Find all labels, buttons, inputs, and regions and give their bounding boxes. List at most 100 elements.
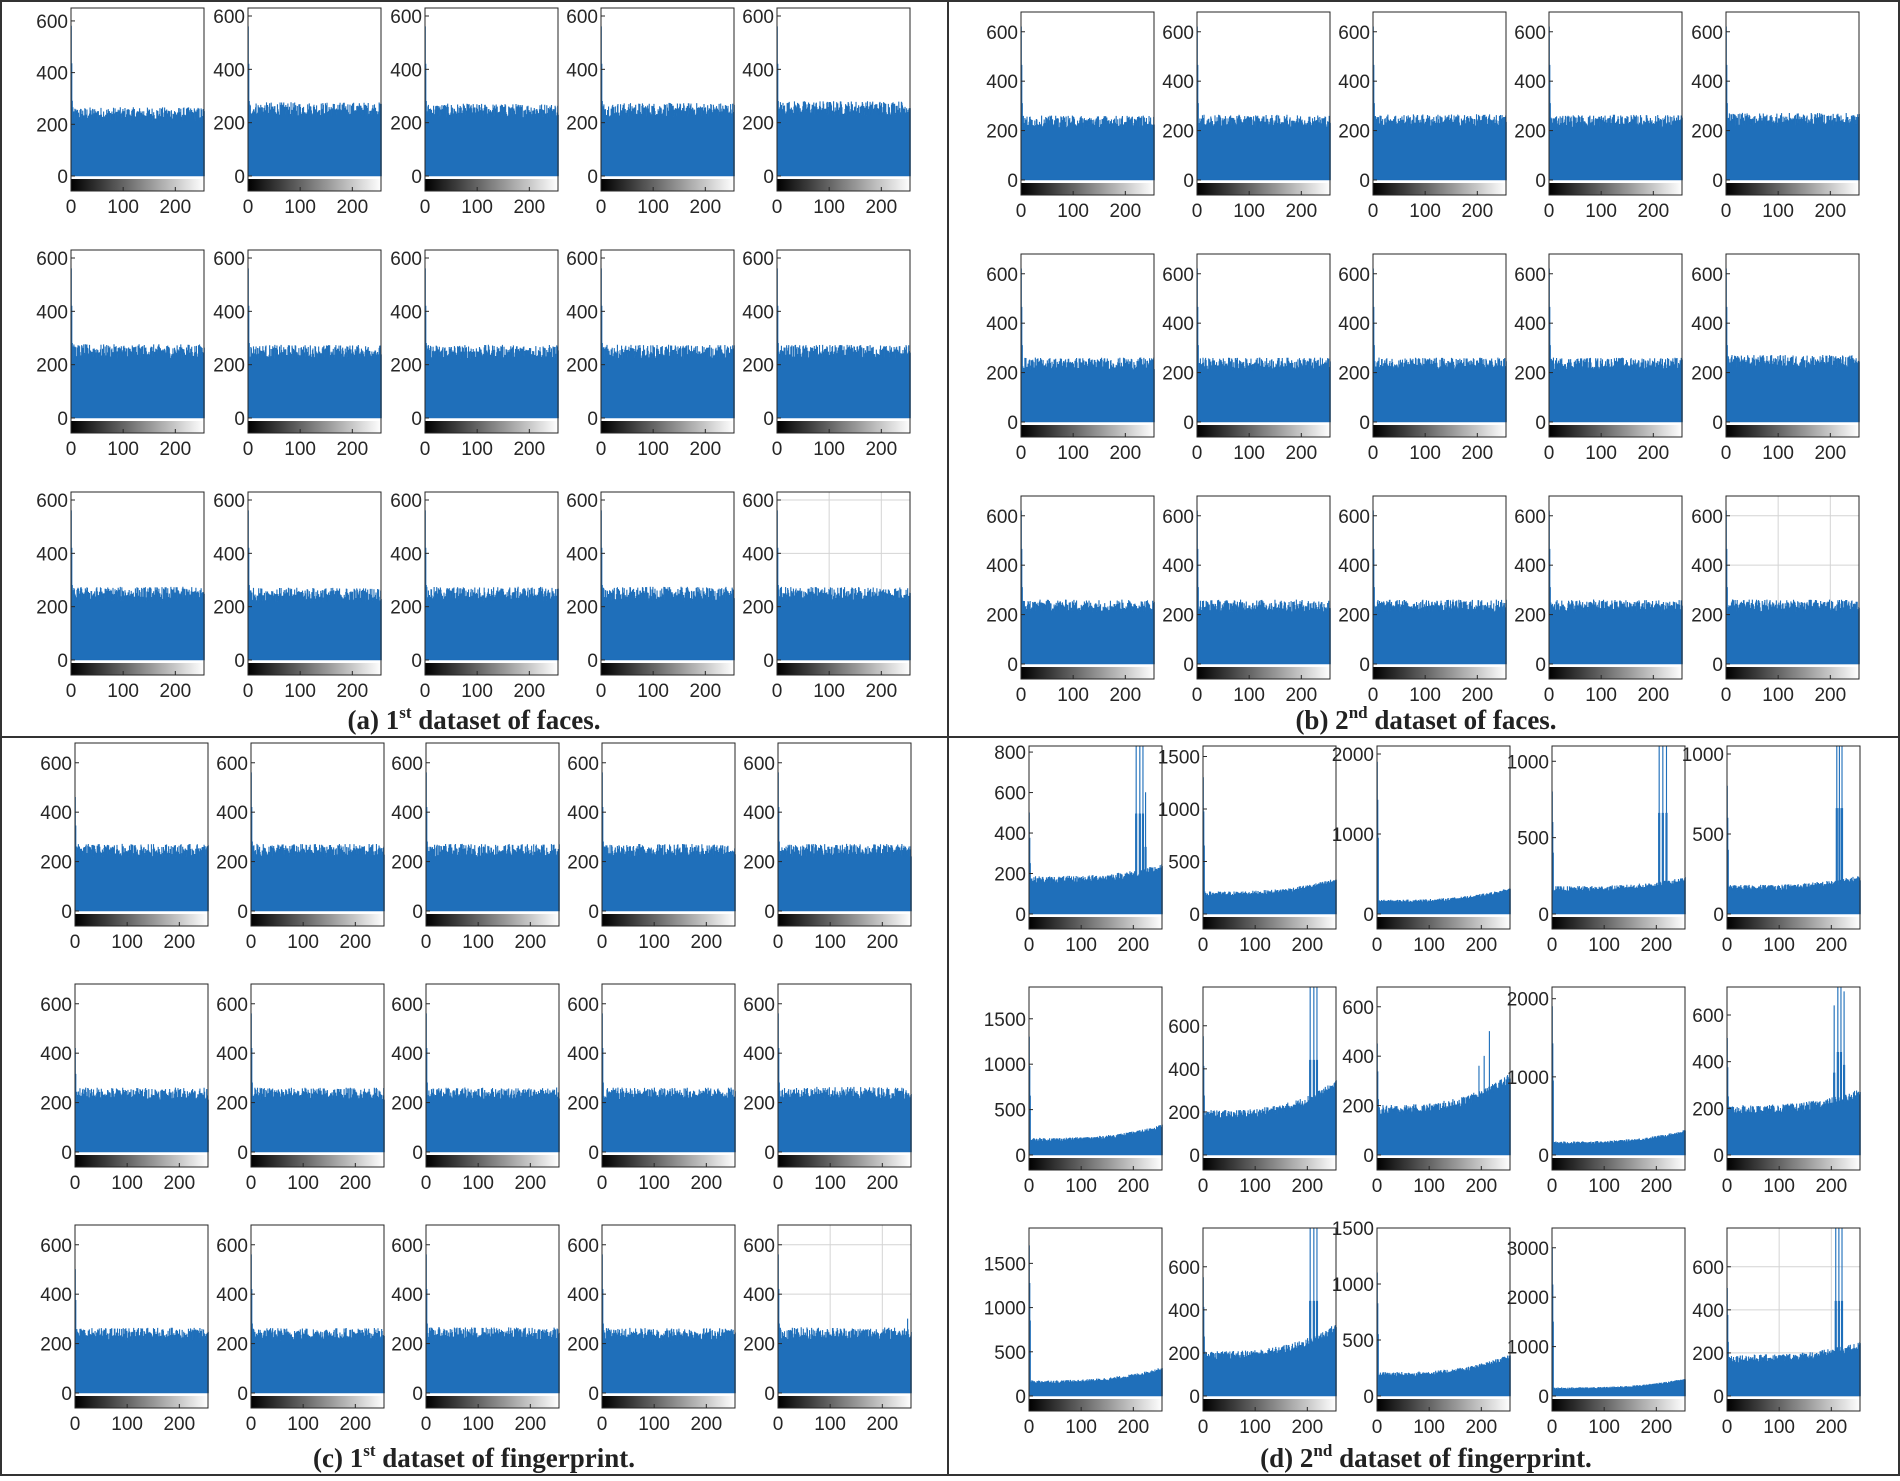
subplot-c-2-2: 0 200 400 600 0 100 200 <box>391 1224 560 1435</box>
x-tick-label: 0 <box>1024 1176 1035 1197</box>
subplot-d-2-3: 0 1000 2000 3000 0 100 200 <box>1507 1227 1686 1438</box>
y-tick-label: 200 <box>742 356 774 377</box>
grayscale-colorbar <box>777 179 910 191</box>
subplot-c-0-2: 0 200 400 600 0 100 200 <box>391 742 560 953</box>
x-tick-label: 100 <box>814 1173 846 1194</box>
axes-box <box>1376 986 1511 1171</box>
subplot-b-0-4: 0 200 400 600 0 100 200 <box>1691 11 1860 222</box>
x-tick-label: 200 <box>1815 1176 1847 1197</box>
axes-box <box>777 742 912 927</box>
y-tick-label: 1500 <box>984 1010 1026 1031</box>
x-tick-label: 200 <box>1637 443 1669 464</box>
y-tick-label: 400 <box>742 60 774 81</box>
y-tick-label: 400 <box>40 1044 72 1065</box>
grayscale-colorbar <box>75 914 208 926</box>
axes-box <box>1725 253 1860 438</box>
axes-box <box>1196 253 1331 438</box>
x-tick-label: 100 <box>461 681 493 702</box>
histogram-bars <box>425 1013 560 1153</box>
y-tick-label: 0 <box>61 1384 72 1405</box>
axes-box <box>601 983 736 1168</box>
y-tick-label: 600 <box>743 1236 775 1257</box>
subplot-d-0-3: 0 500 1000 0 100 200 <box>1507 745 1686 956</box>
y-tick-label: 0 <box>1538 1146 1549 1167</box>
x-tick-label: 200 <box>1640 1417 1672 1438</box>
x-tick-label: 200 <box>339 1173 371 1194</box>
y-tick-label: 400 <box>390 302 422 323</box>
axes-box <box>74 1224 209 1409</box>
x-tick-label: 0 <box>1547 1176 1558 1197</box>
x-tick-label: 100 <box>637 439 669 460</box>
y-tick-label: 400 <box>391 1285 423 1306</box>
x-tick-label: 100 <box>1239 935 1271 956</box>
histogram-bars <box>777 1013 912 1153</box>
x-tick-label: 200 <box>514 1414 546 1435</box>
y-tick-label: 200 <box>1162 606 1194 627</box>
y-tick-label: 400 <box>36 64 68 85</box>
x-tick-label: 200 <box>865 681 897 702</box>
y-tick-label: 200 <box>1168 1344 1200 1365</box>
y-tick-label: 400 <box>40 1285 72 1306</box>
x-tick-label: 100 <box>1585 443 1617 464</box>
grayscale-colorbar <box>602 1396 735 1408</box>
histogram-bars <box>1548 510 1683 665</box>
y-tick-label: 200 <box>36 115 68 136</box>
axes-box <box>425 1224 560 1409</box>
x-tick-label: 200 <box>866 1173 898 1194</box>
y-tick-label: 600 <box>1338 507 1370 528</box>
x-tick-label: 100 <box>461 439 493 460</box>
grayscale-colorbar <box>1549 667 1682 679</box>
y-tick-label: 400 <box>1338 72 1370 93</box>
subplot-c-2-3: 0 200 400 600 0 100 200 <box>567 1224 736 1435</box>
x-tick-label: 200 <box>513 439 545 460</box>
x-tick-label: 0 <box>1721 201 1732 222</box>
x-tick-label: 100 <box>814 932 846 953</box>
x-tick-label: 0 <box>596 681 607 702</box>
subplot-d-2-2: 0 500 1000 1500 0 100 200 <box>1332 1219 1511 1438</box>
y-tick-label: 200 <box>390 356 422 377</box>
subplot-a-1-2: 0 200 400 600 0 100 200 <box>390 249 559 460</box>
x-tick-label: 100 <box>1762 443 1794 464</box>
y-tick-label: 600 <box>566 491 598 512</box>
y-tick-label: 600 <box>1162 507 1194 528</box>
x-tick-label: 0 <box>1016 685 1027 706</box>
x-tick-label: 100 <box>1413 935 1445 956</box>
y-tick-label: 200 <box>1514 364 1546 385</box>
y-tick-label: 600 <box>1162 265 1194 286</box>
x-tick-label: 100 <box>638 1173 670 1194</box>
y-tick-label: 600 <box>390 7 422 28</box>
y-tick-label: 400 <box>1338 314 1370 335</box>
x-tick-label: 200 <box>1815 1417 1847 1438</box>
y-tick-label: 0 <box>1015 1387 1026 1408</box>
histogram-bars <box>74 1047 209 1153</box>
axes-box <box>1376 1227 1511 1412</box>
y-tick-label: 400 <box>216 1044 248 1065</box>
x-tick-label: 200 <box>336 439 368 460</box>
histogram-bars <box>1196 510 1331 665</box>
x-tick-label: 200 <box>1815 935 1847 956</box>
plot-background <box>1552 1228 1685 1411</box>
x-tick-label: 100 <box>1409 201 1441 222</box>
histogram-bars <box>1725 268 1860 423</box>
histogram-bars <box>776 510 911 661</box>
x-tick-label: 0 <box>66 197 77 218</box>
y-tick-label: 200 <box>213 598 245 619</box>
histogram-bars <box>1551 745 1686 915</box>
y-tick-label: 0 <box>1359 413 1370 434</box>
x-tick-label: 0 <box>421 1173 432 1194</box>
histogram-bars <box>601 772 736 912</box>
y-tick-label: 600 <box>1514 507 1546 528</box>
grayscale-colorbar <box>75 1155 208 1167</box>
y-tick-label: 200 <box>742 598 774 619</box>
y-tick-label: 200 <box>1692 1099 1724 1120</box>
x-tick-label: 0 <box>243 439 254 460</box>
x-tick-label: 200 <box>1461 685 1493 706</box>
axes-box <box>776 249 911 434</box>
y-tick-label: 0 <box>1189 1146 1200 1167</box>
x-tick-label: 200 <box>159 681 191 702</box>
subplot-b-1-1: 0 200 400 600 0 100 200 <box>1162 253 1331 464</box>
y-tick-label: 0 <box>1359 171 1370 192</box>
grayscale-colorbar <box>601 421 734 433</box>
y-tick-label: 200 <box>213 114 245 135</box>
panel-caption-d: (d) 2nd dataset of fingerprint. <box>1260 1441 1592 1473</box>
